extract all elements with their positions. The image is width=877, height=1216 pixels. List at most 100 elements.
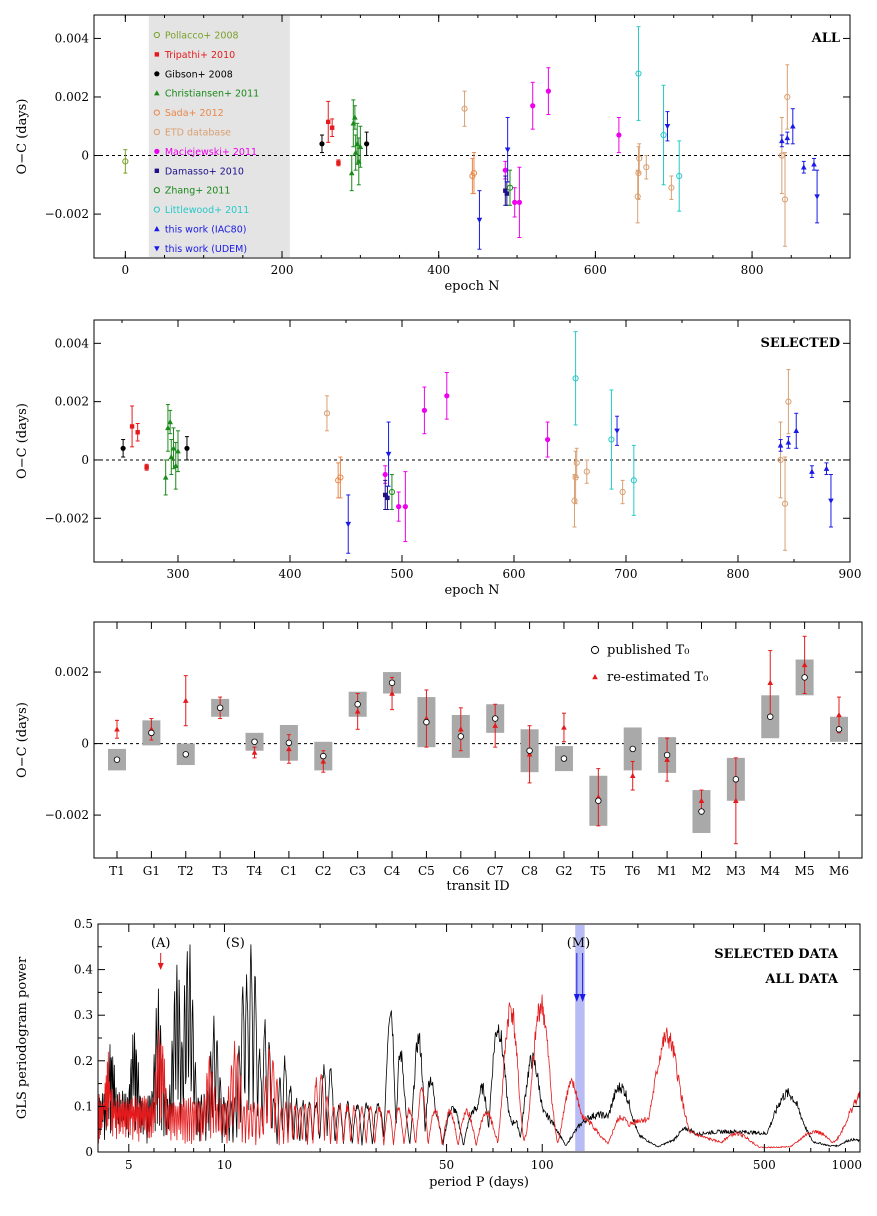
all-legend-entry-8: Zhang+ 2011 <box>165 186 231 197</box>
sel-s6-point-2 <box>402 504 408 510</box>
tid-xtick-label-M1: M1 <box>657 864 677 878</box>
sel-ylabel: O−C (days) <box>15 403 30 479</box>
all-legend-marker-2 <box>154 71 160 77</box>
sel-s5-point-5 <box>619 488 626 496</box>
tid-pub-point-T1 <box>113 756 121 763</box>
tid-pub-point-T5 <box>595 797 602 804</box>
tid-legend-marker-0 <box>590 645 600 655</box>
gls-highlight-band <box>575 925 585 1151</box>
sel-s11-point-1 <box>385 451 392 458</box>
all-legend-entry-3: Christiansen+ 2011 <box>165 89 259 100</box>
all-shaded-band <box>148 16 290 257</box>
sel-s11-point-3 <box>828 498 834 504</box>
gls-curve-all <box>97 994 861 1149</box>
sel-s4-point-1 <box>337 474 344 481</box>
sel-s3-point-4 <box>170 445 177 451</box>
all-s4-point-1 <box>470 169 478 177</box>
sel-s8-point-0 <box>388 488 396 496</box>
sel-s5-point-8 <box>785 398 792 405</box>
all-legend-marker-3 <box>154 90 160 96</box>
tid-re-point-C4 <box>389 690 395 696</box>
all-legend-marker-11 <box>154 246 160 252</box>
panel-all: −0.002 0 0.002 0.004 0 200 400 600 800 epoch N O−C… <box>15 14 851 294</box>
all-s1-point-2 <box>336 160 341 166</box>
tid-ytick-label-0: −0.002 <box>45 808 89 822</box>
gls-arrowhead-A <box>157 963 164 970</box>
tid-re-point-T1 <box>114 726 120 732</box>
all-s1-point-0 <box>326 119 331 125</box>
sel-s6-point-4 <box>444 393 450 399</box>
gls-xlabel: period P (days) <box>429 1175 529 1190</box>
all-s10-point-1 <box>784 134 791 141</box>
sel-s7-point-0 <box>383 492 388 498</box>
all-legend-entry-4: Sada+ 2012 <box>165 108 224 119</box>
tid-pub-point-T3 <box>216 704 224 712</box>
all-s3-point-6 <box>357 143 364 149</box>
gls-legend-all: ALL DATA <box>764 972 839 987</box>
all-ytick-label-0: −0.002 <box>45 207 89 221</box>
sel-xtick-label-0: 300 <box>167 567 190 581</box>
panel-selected: −0.002 0 0.002 0.004 300 400 500 600 700 800 900 ep… <box>15 319 861 598</box>
all-s6-point-3 <box>530 103 536 109</box>
tid-xtick-label-M5: M5 <box>795 864 815 878</box>
all-s2-point-0 <box>319 141 325 147</box>
tid-pub-point-C2 <box>320 752 327 760</box>
gls-ytick-label-0: 0 <box>85 1145 93 1159</box>
gls-xtick-label-1: 10 <box>217 1158 232 1172</box>
gls-xtick-label-0: 5 <box>125 1158 133 1172</box>
all-xtick-label-1: 200 <box>271 263 294 277</box>
all-legend-entry-9: Littlewood+ 2011 <box>165 205 249 216</box>
all-s7-point-0 <box>503 188 508 193</box>
tid-ytick-label-2: 0.002 <box>55 665 89 679</box>
sel-s11-point-0 <box>345 521 352 528</box>
all-s5-point-0 <box>461 105 468 112</box>
tid-ytick-label-1: 0 <box>81 737 89 751</box>
sel-s6-point-0 <box>382 471 388 478</box>
all-legend-marker-5 <box>153 128 160 136</box>
sel-s5-point-6 <box>777 456 784 464</box>
tid-legend-entry-1: re-estimated T₀ <box>607 670 708 685</box>
all-xlabel: epoch N <box>444 279 499 294</box>
all-s6-point-0 <box>502 167 508 173</box>
all-s2-point-1 <box>364 141 370 147</box>
sel-xtick-label-3: 600 <box>503 567 526 581</box>
tid-pub-point-C4 <box>388 679 396 686</box>
all-legend-marker-10 <box>154 226 160 232</box>
all-s7-point-1 <box>504 191 510 196</box>
all-s6-point-5 <box>616 132 622 138</box>
tid-xtick-label-G2: G2 <box>555 864 572 878</box>
tid-re-point-M1 <box>664 756 670 762</box>
all-ytick-label-2: 0.002 <box>55 90 89 104</box>
all-s9-point-1 <box>660 131 667 139</box>
sel-xtick-label-4: 700 <box>615 567 638 581</box>
all-xtick-label-4: 800 <box>741 263 764 277</box>
sel-s5-point-7 <box>781 500 789 507</box>
all-legend-entry-10: this work (IAC80) <box>165 225 247 236</box>
sel-xtick-label-2: 500 <box>391 567 414 581</box>
sel-ytick-label-3: 0.004 <box>55 336 90 350</box>
gls-ytick-label-1: 0.1 <box>74 1099 93 1113</box>
all-legend-marker-7 <box>154 168 160 173</box>
all-s11-point-1 <box>504 147 511 153</box>
tid-pub-point-M1 <box>663 751 671 759</box>
sel-s10-point-0 <box>777 442 784 448</box>
tid-pub-point-M4 <box>767 713 774 720</box>
all-legend-entry-5: ETD database <box>165 128 231 139</box>
all-legend-marker-1 <box>154 52 160 57</box>
sel-corner-label: SELECTED <box>760 336 840 351</box>
all-s5-point-3 <box>636 155 643 162</box>
tid-pub-point-M6 <box>835 726 843 733</box>
panel-periodogram: 0 0.1 0.2 0.3 0.4 0.5 5 10 50 100 500 1000 period P … <box>15 917 862 1190</box>
tid-xtick-label-M4: M4 <box>760 864 780 878</box>
sel-s3-point-0 <box>162 474 169 480</box>
tid-re-point-C6 <box>458 726 464 732</box>
tid-pub-point-M3 <box>732 776 740 783</box>
sel-s10-point-3 <box>809 468 815 474</box>
sel-s5-point-3 <box>573 459 580 466</box>
sel-s10-point-4 <box>823 465 830 471</box>
tid-pub-point-C8 <box>526 747 533 754</box>
sel-s3-point-2 <box>167 419 173 425</box>
tid-pub-point-C7 <box>491 715 499 722</box>
gls-ytick-label-2: 0.2 <box>74 1054 93 1068</box>
all-s9-point-0 <box>635 70 642 77</box>
